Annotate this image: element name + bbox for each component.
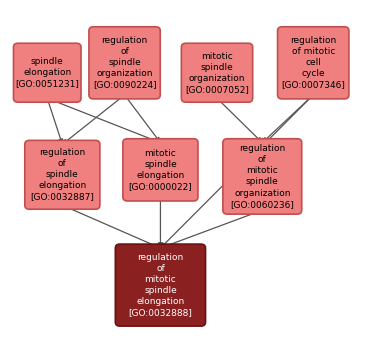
Text: mitotic
spindle
organization
[GO:0007052]: mitotic spindle organization [GO:0007052… <box>185 51 249 94</box>
Text: regulation
of
spindle
elongation
[GO:0032887]: regulation of spindle elongation [GO:003… <box>30 148 94 201</box>
Text: regulation
of
mitotic
spindle
elongation
[GO:0032888]: regulation of mitotic spindle elongation… <box>129 253 192 317</box>
Text: regulation
of mitotic
cell
cycle
[GO:0007346]: regulation of mitotic cell cycle [GO:000… <box>281 36 345 90</box>
FancyBboxPatch shape <box>223 139 302 214</box>
FancyBboxPatch shape <box>25 140 100 209</box>
FancyBboxPatch shape <box>278 27 349 99</box>
FancyBboxPatch shape <box>116 244 206 326</box>
Text: regulation
of
mitotic
spindle
organization
[GO:0060236]: regulation of mitotic spindle organizati… <box>230 144 294 209</box>
FancyBboxPatch shape <box>13 43 81 102</box>
Text: regulation
of
spindle
organization
[GO:0090224]: regulation of spindle organization [GO:0… <box>93 36 156 90</box>
Text: spindle
elongation
[GO:0051231]: spindle elongation [GO:0051231] <box>15 57 79 88</box>
FancyBboxPatch shape <box>89 27 160 99</box>
FancyBboxPatch shape <box>181 43 253 102</box>
Text: mitotic
spindle
elongation
[GO:0000022]: mitotic spindle elongation [GO:0000022] <box>129 149 192 191</box>
FancyBboxPatch shape <box>123 139 198 201</box>
